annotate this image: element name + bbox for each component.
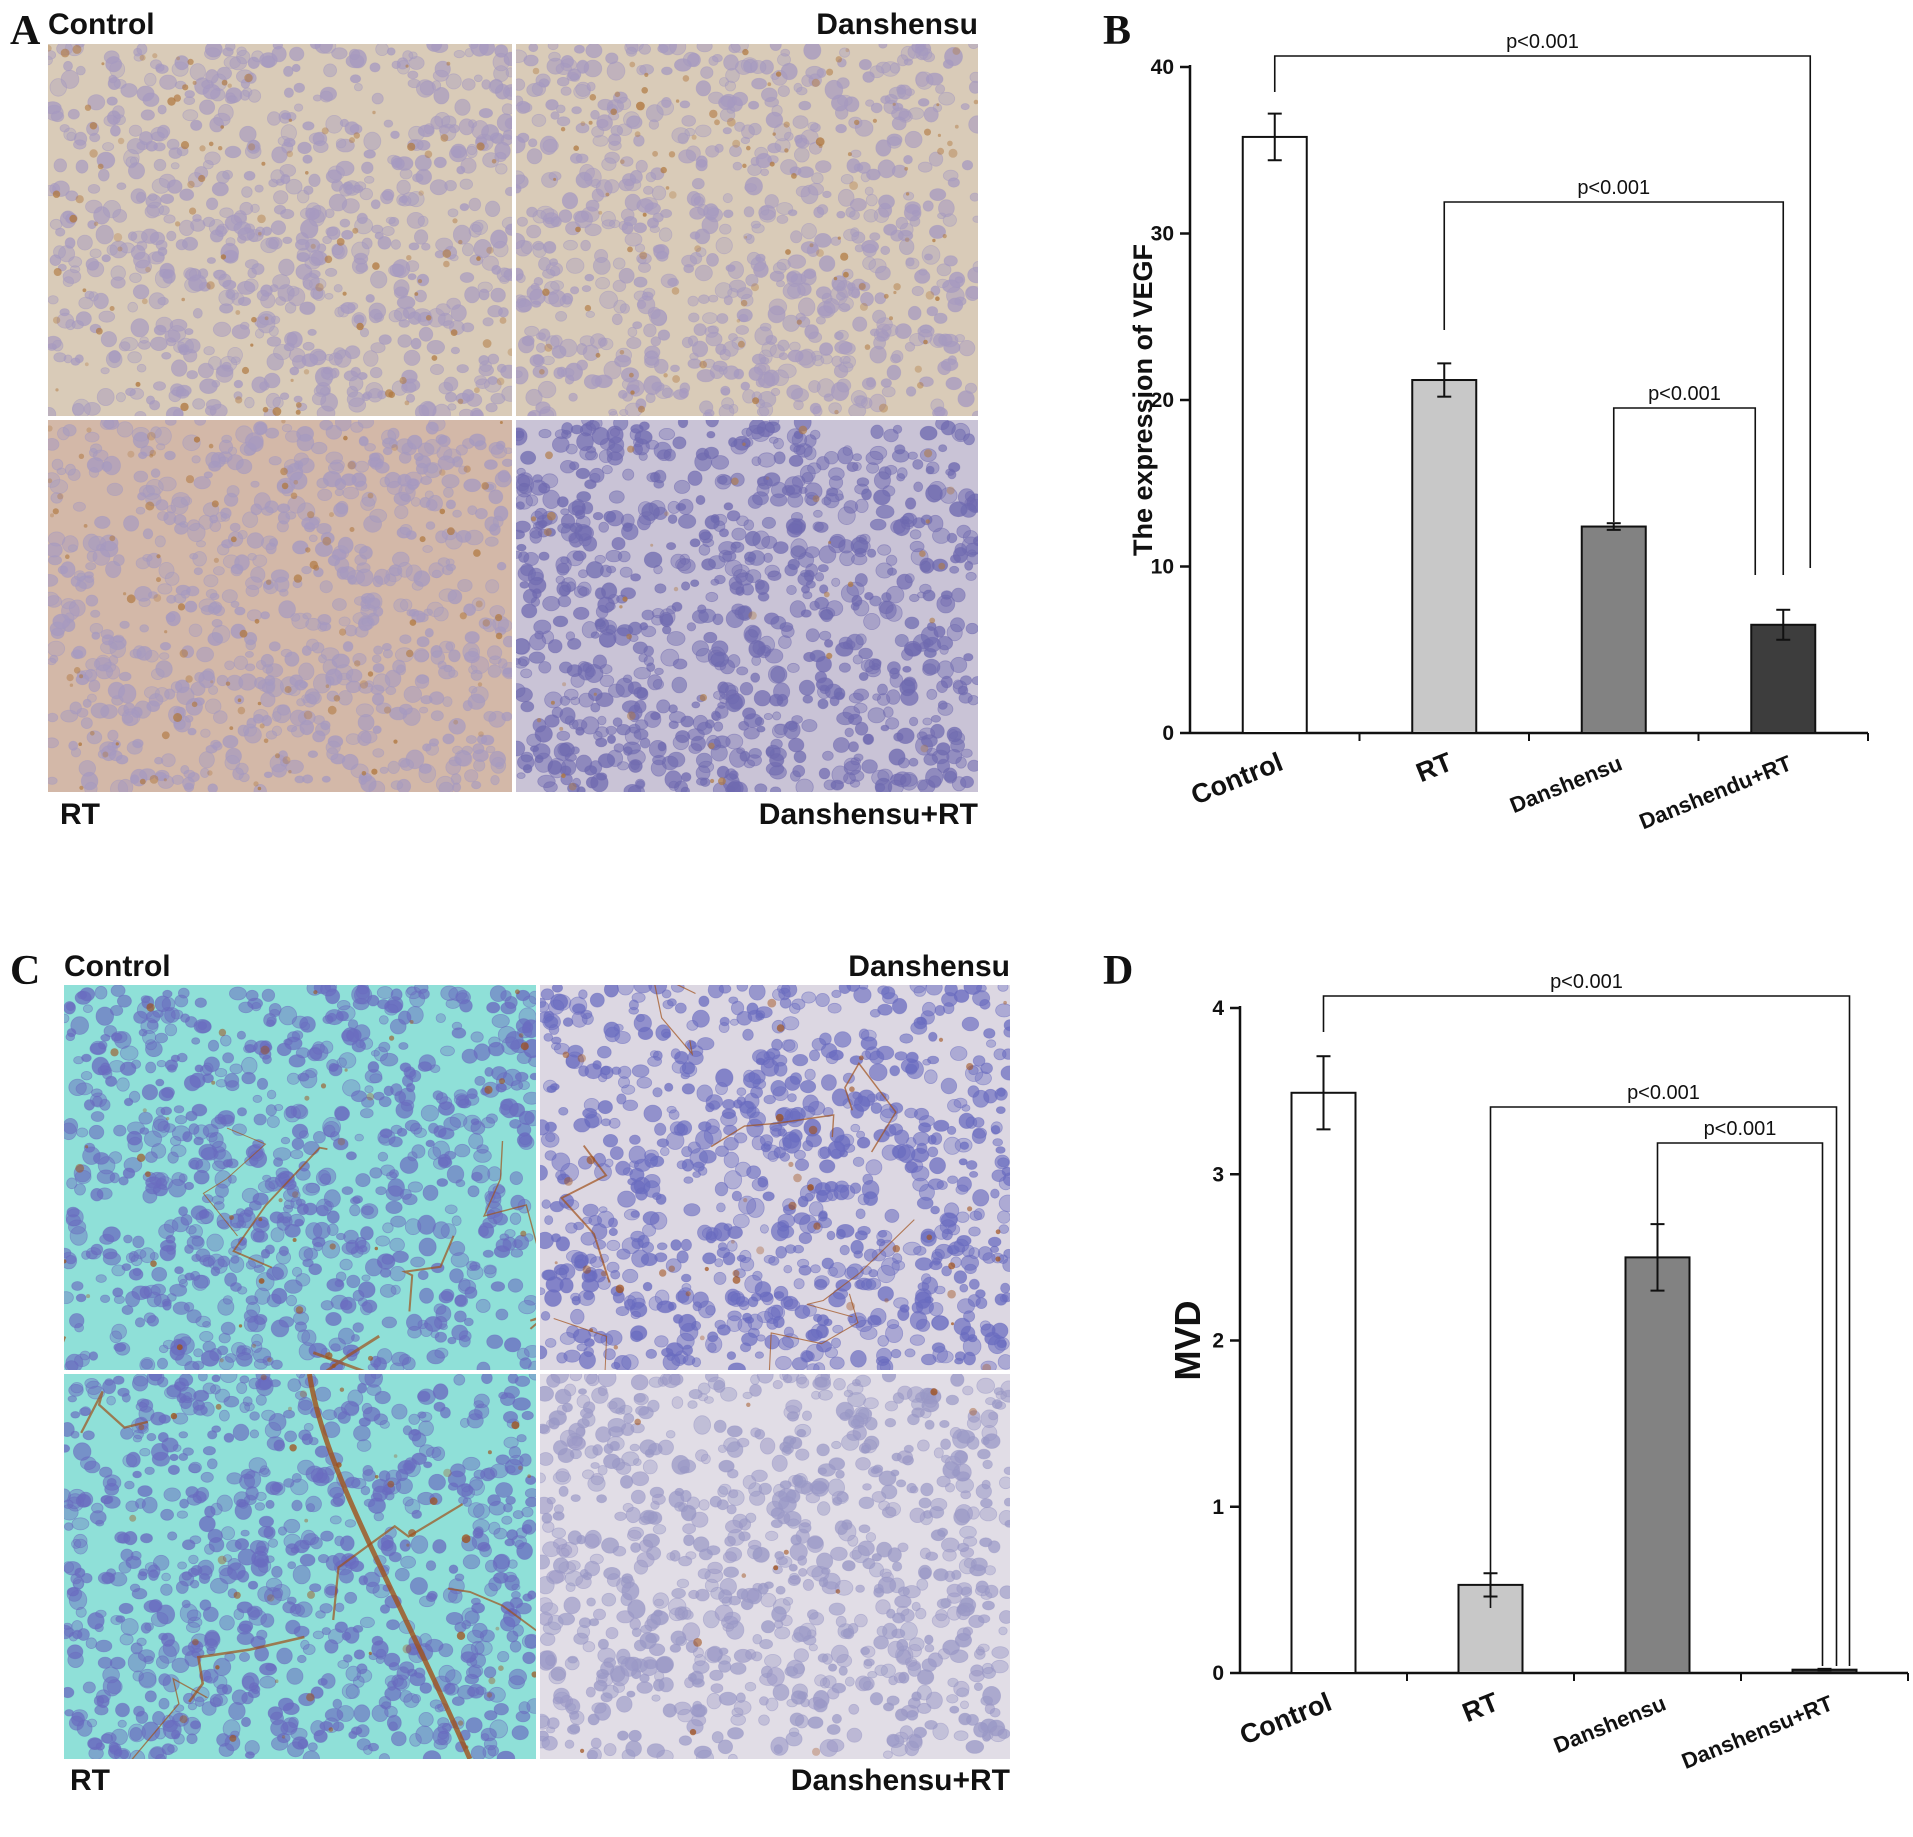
significance-bracket bbox=[1273, 55, 1812, 568]
micrograph-grid-a bbox=[48, 44, 978, 792]
micro-label-control-a: Control bbox=[48, 8, 155, 41]
y-tick-label: 4 bbox=[1212, 997, 1224, 1020]
error-bar bbox=[1606, 522, 1621, 531]
micro-label-danshensu-rt-a: Danshensu+RT bbox=[758, 798, 978, 831]
chart-mvd: 0 1 2 3 4 MVD Control RT Danshensu Danshensu+RT p<… bbox=[1167, 971, 1909, 1774]
bar-danshendu-rt bbox=[1750, 623, 1817, 735]
significance-bracket bbox=[1489, 1106, 1838, 1666]
micrograph-rt-a bbox=[48, 420, 512, 792]
y-tick-label: 1 bbox=[1212, 1496, 1224, 1519]
micro-label-danshensu-c: Danshensu bbox=[848, 950, 1010, 983]
x-tick-label: Danshensu+RT bbox=[1678, 1690, 1837, 1774]
y-tick-label: 0 bbox=[1162, 722, 1174, 745]
micrograph-danshensu-c bbox=[540, 985, 1010, 1370]
micrograph-danshensu-rt-c bbox=[540, 1374, 1010, 1759]
p-value-label: p<0.001 bbox=[1577, 177, 1650, 199]
x-tick-label: RT bbox=[1412, 747, 1457, 788]
micrograph-control-a bbox=[48, 44, 512, 416]
y-tick-label: 30 bbox=[1151, 223, 1174, 246]
panel-letter-a: A bbox=[10, 8, 41, 54]
error-bar bbox=[1776, 608, 1791, 641]
p-value-label: p<0.001 bbox=[1627, 1082, 1700, 1104]
error-bar bbox=[1437, 362, 1452, 398]
chart-vegf-expression: 0 10 20 30 40 The expression of VEGF Control RT… bbox=[1128, 31, 1869, 834]
y-tick-label: 10 bbox=[1151, 556, 1174, 579]
micrograph-danshensu-a bbox=[516, 44, 978, 416]
y-tick-label: 0 bbox=[1212, 1662, 1224, 1685]
micro-label-danshensu-rt-c: Danshensu+RT bbox=[790, 1764, 1010, 1797]
bar-danshensu bbox=[1624, 1256, 1691, 1674]
micrograph-grid-c bbox=[64, 985, 1010, 1759]
error-bar bbox=[1267, 112, 1282, 162]
error-bar bbox=[1817, 1667, 1832, 1672]
panel-letter-d: D bbox=[1103, 948, 1134, 994]
p-value-label: p<0.001 bbox=[1704, 1118, 1777, 1140]
y-axis-label: The expression of VEGF bbox=[1128, 244, 1158, 556]
bar-rt bbox=[1411, 379, 1478, 734]
micro-label-rt-c: RT bbox=[70, 1764, 110, 1797]
y-tick-label: 2 bbox=[1212, 1330, 1224, 1353]
x-tick-label: Control bbox=[1187, 747, 1287, 811]
bar-danshensu bbox=[1580, 525, 1647, 734]
y-axis-label: MVD bbox=[1167, 1301, 1208, 1381]
error-bar bbox=[1316, 1055, 1331, 1131]
x-tick-label: RT bbox=[1458, 1687, 1503, 1728]
x-tick-label: Danshensu bbox=[1550, 1690, 1669, 1758]
micro-label-danshensu-a: Danshensu bbox=[816, 8, 978, 41]
significance-bracket bbox=[1322, 995, 1851, 1666]
panel-letter-b: B bbox=[1103, 8, 1132, 54]
y-tick-label: 20 bbox=[1151, 389, 1174, 412]
significance-bracket bbox=[1443, 201, 1785, 575]
y-tick-label: 40 bbox=[1151, 56, 1174, 79]
micrograph-control-c bbox=[64, 985, 536, 1370]
p-value-label: p<0.001 bbox=[1506, 31, 1579, 53]
micro-label-rt-a: RT bbox=[60, 798, 100, 831]
panel-letter-c: C bbox=[10, 948, 41, 994]
x-tick-label: Danshendu+RT bbox=[1636, 750, 1796, 834]
significance-bracket bbox=[1656, 1142, 1824, 1666]
x-tick-label: Danshensu bbox=[1506, 750, 1625, 818]
micrograph-rt-c bbox=[64, 1374, 536, 1759]
micro-label-control-c: Control bbox=[64, 950, 171, 983]
p-value-label: p<0.001 bbox=[1648, 383, 1721, 405]
p-value-label: p<0.001 bbox=[1550, 971, 1623, 993]
bar-control bbox=[1290, 1091, 1357, 1675]
micrograph-danshensu-rt-a bbox=[516, 420, 978, 792]
y-tick-label: 3 bbox=[1212, 1163, 1224, 1186]
x-tick-label: Control bbox=[1236, 1687, 1336, 1751]
significance-bracket bbox=[1612, 407, 1757, 575]
bar-control bbox=[1241, 135, 1308, 734]
